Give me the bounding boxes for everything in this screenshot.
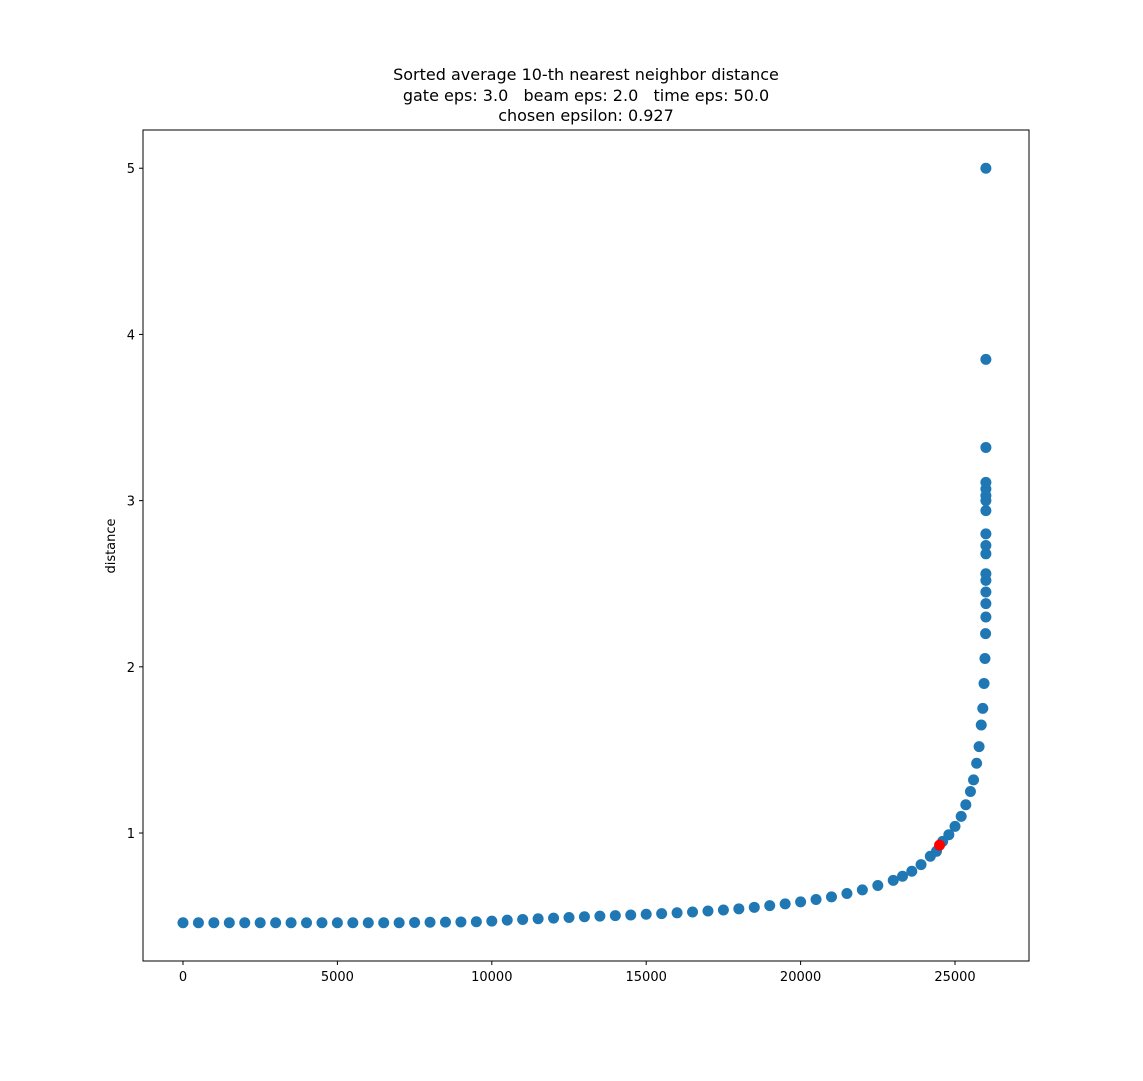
y-tick-label: 4: [127, 328, 135, 343]
data-point: [897, 870, 909, 882]
x-tick-label: 15000: [626, 970, 667, 985]
data-point: [964, 785, 976, 797]
data-point: [177, 917, 189, 929]
data-point: [906, 865, 918, 877]
x-tick-label: 5000: [321, 970, 354, 985]
data-point: [239, 917, 251, 929]
data-point: [934, 839, 946, 851]
data-point: [347, 917, 359, 929]
data-point: [439, 916, 451, 928]
data-point: [960, 799, 972, 811]
data-point: [285, 917, 297, 929]
data-point: [409, 916, 421, 928]
data-point: [872, 880, 884, 892]
data-point: [977, 702, 989, 714]
data-point: [980, 505, 992, 517]
data-point: [968, 774, 980, 786]
data-point: [841, 888, 853, 900]
data-point: [192, 917, 204, 929]
data-point: [470, 916, 482, 928]
y-axis-label: distance: [104, 518, 119, 573]
y-tick-label: 3: [127, 495, 135, 510]
data-point: [980, 586, 992, 598]
data-point: [208, 917, 220, 929]
data-point: [640, 908, 652, 920]
data-point: [378, 917, 390, 929]
data-point: [980, 476, 992, 488]
data-point: [717, 904, 729, 916]
data-point: [331, 917, 343, 929]
data-point: [455, 916, 467, 928]
data-point: [978, 677, 990, 689]
data-point: [980, 540, 992, 551]
data-point: [609, 910, 621, 922]
data-point: [301, 917, 313, 929]
data-point: [955, 810, 967, 822]
data-point: [980, 162, 992, 174]
data-point: [980, 598, 992, 610]
chart-subtitle: chosen epsilon: 0.927: [498, 106, 674, 125]
x-tick-label: 20000: [780, 970, 821, 985]
data-point: [733, 903, 745, 915]
x-tick-label: 10000: [471, 970, 512, 985]
data-point: [563, 911, 575, 923]
data-point: [764, 900, 776, 912]
data-point: [980, 441, 992, 453]
data-point: [810, 894, 822, 906]
data-point: [971, 757, 983, 769]
data-point: [316, 917, 328, 929]
plot-frame: [142, 129, 1030, 962]
data-point: [486, 915, 498, 927]
data-point: [980, 548, 992, 560]
data-point: [687, 906, 699, 918]
x-tick-label: 25000: [934, 970, 975, 985]
data-point: [270, 917, 282, 929]
chart-subtitle: gate eps: 3.0 beam eps: 2.0 time eps: 50…: [403, 86, 769, 105]
data-point: [980, 568, 992, 580]
y-tick-label: 1: [127, 827, 135, 842]
data-point: [915, 859, 927, 871]
data-point: [594, 910, 606, 922]
data-point: [362, 917, 374, 929]
data-point: [702, 905, 714, 917]
data-point: [517, 913, 529, 925]
data-point: [532, 913, 544, 925]
y-tick-label: 5: [127, 162, 135, 177]
data-point: [973, 741, 985, 753]
data-point: [424, 916, 436, 928]
data-point: [979, 653, 991, 665]
data-point: [501, 914, 513, 926]
data-point: [795, 896, 807, 908]
data-point: [825, 891, 837, 903]
data-point: [980, 628, 992, 640]
data-point: [975, 719, 987, 731]
chart-title: Sorted average 10-th nearest neighbor di…: [393, 65, 779, 84]
data-point: [980, 528, 992, 540]
data-point: [393, 917, 405, 929]
data-point: [578, 911, 590, 923]
data-point: [943, 829, 955, 841]
data-point: [748, 901, 760, 913]
y-tick-label: 2: [127, 661, 135, 676]
data-point: [779, 898, 791, 910]
data-point: [980, 611, 992, 623]
data-point: [548, 912, 560, 924]
data-point: [625, 909, 637, 921]
data-point: [254, 917, 266, 929]
data-point: [856, 884, 868, 896]
data-point: [949, 820, 961, 832]
data-point: [223, 917, 235, 929]
x-tick-label: 0: [179, 970, 187, 985]
data-point: [671, 907, 683, 919]
data-point: [887, 874, 899, 886]
data-point: [980, 353, 992, 365]
data-point: [656, 908, 668, 920]
